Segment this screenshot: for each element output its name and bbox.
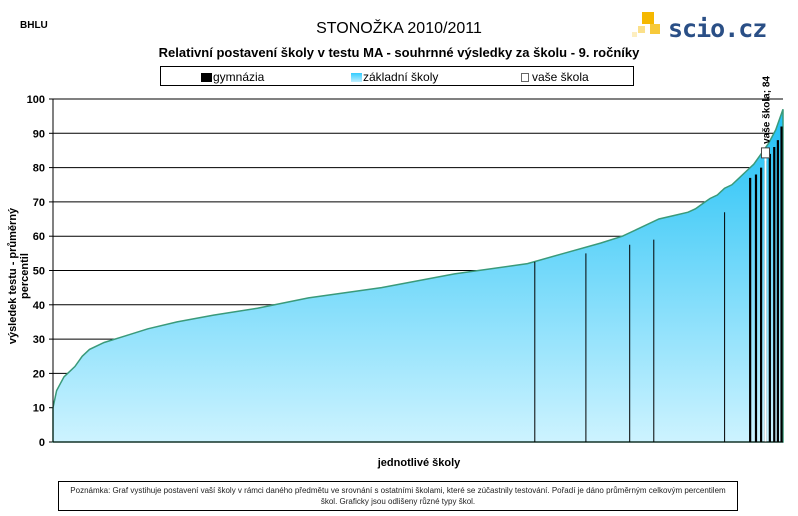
y-tick-label: 90 [33,128,45,140]
vase-skola-marker [760,147,770,159]
legend-label: základní školy [363,70,439,84]
legend-swatch-blue [351,73,362,82]
y-tick-label: 60 [33,231,45,243]
legend-item-gymnazia: gymnázia [201,70,264,84]
legend-label: gymnázia [213,70,265,84]
y-tick-label: 80 [33,163,45,175]
y-tick-label: 100 [27,94,45,106]
note-box: Poznámka: Graf vystihuje postavení vaší … [58,481,738,511]
y-tick-label: 0 [39,437,45,449]
logo-squares-icon [632,12,660,37]
legend-item-vase-skola: vaše škola [521,70,589,84]
y-tick-label: 50 [33,266,45,278]
y-tick-label: 10 [33,403,45,415]
legend: gymnázia základní školy vaše škola [160,66,634,86]
scio-logo: scio.cz [628,8,778,44]
chart-subtitle: Relativní postavení školy v testu MA - s… [158,45,640,60]
vase-skola-label: vaše škola; 84 [761,76,772,144]
y-tick-label: 30 [33,334,45,346]
y-tick-label: 20 [33,368,45,380]
school-code: BHLU [20,20,48,31]
chart-title: STONOŽKA 2010/2011 [316,20,482,37]
y-tick-label: 40 [33,300,45,312]
y-axis-label: výsledek testu - průměrný percentil [7,207,31,345]
series-area-zakladni-skoly [52,109,784,443]
legend-item-zakladni: základní školy [351,70,438,84]
x-axis-label: jednotlivé školy [377,457,461,469]
y-tick-label: 70 [33,197,45,209]
legend-swatch-white [521,73,529,82]
legend-swatch-black [201,73,212,82]
logo-text: scio.cz [668,14,767,43]
legend-label: vaše škola [532,70,589,84]
